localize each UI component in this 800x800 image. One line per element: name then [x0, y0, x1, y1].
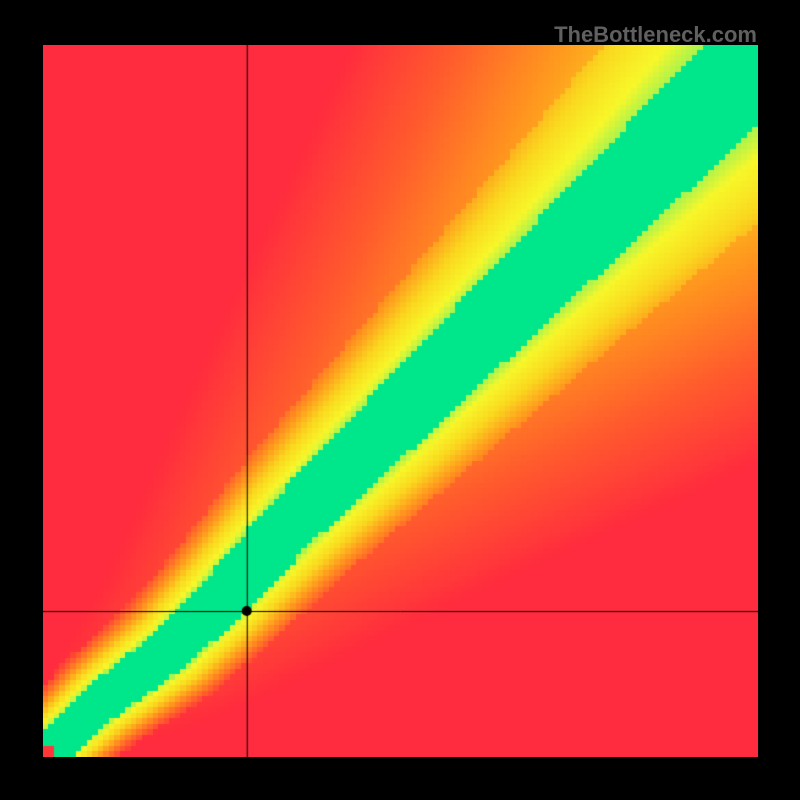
- chart-container: TheBottleneck.com: [0, 0, 800, 800]
- bottleneck-heatmap: [43, 45, 758, 757]
- watermark-text: TheBottleneck.com: [554, 22, 757, 48]
